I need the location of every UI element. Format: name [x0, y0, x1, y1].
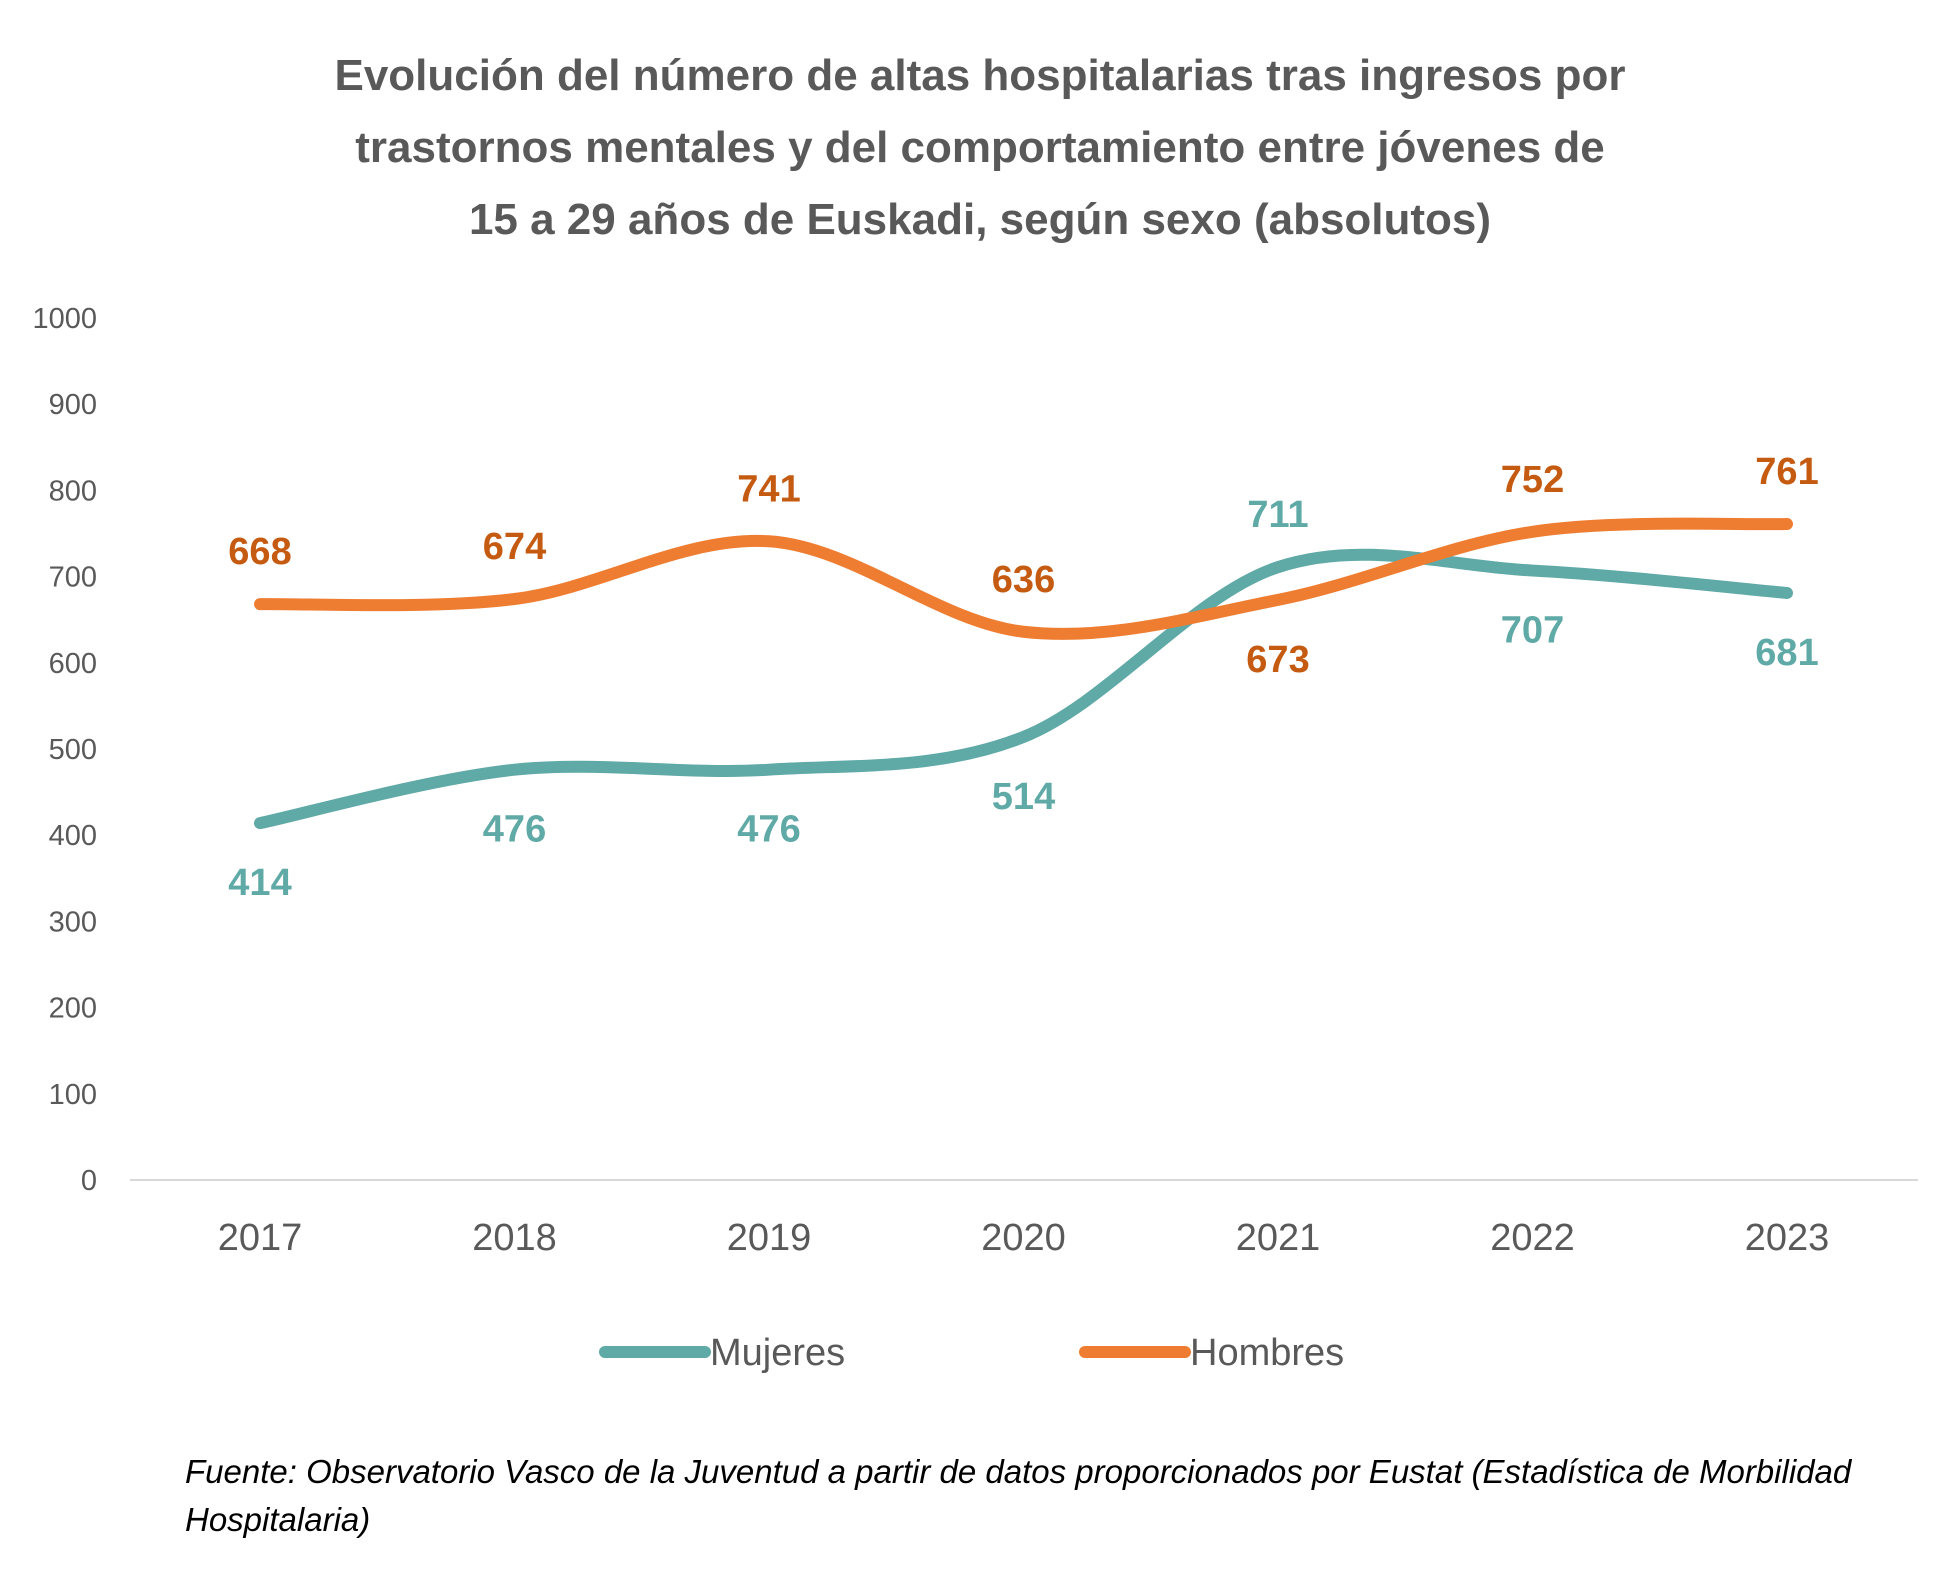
- y-tick-label: 400: [49, 820, 97, 852]
- x-tick-label: 2022: [1490, 1217, 1575, 1259]
- x-axis: 2017 2018 2019 2020 2021 2022 2023: [218, 1217, 1830, 1259]
- data-label-hombres: 636: [992, 559, 1055, 601]
- data-label-hombres: 673: [1246, 639, 1309, 681]
- y-tick-label: 900: [49, 389, 97, 421]
- legend-label-hombres: Hombres: [1190, 1332, 1344, 1374]
- x-tick-label: 2018: [472, 1217, 557, 1259]
- chart-title-line: trastornos mentales y del comportamiento…: [355, 123, 1605, 172]
- legend: Mujeres Hombres: [599, 1332, 1344, 1374]
- x-tick-label: 2020: [981, 1217, 1066, 1259]
- data-label-hombres: 674: [483, 526, 546, 568]
- legend-label-mujeres: Mujeres: [710, 1332, 845, 1374]
- y-tick-label: 0: [81, 1165, 97, 1197]
- y-tick-label: 600: [49, 648, 97, 680]
- data-label-mujeres: 707: [1501, 610, 1564, 652]
- data-label-mujeres: 514: [992, 776, 1055, 818]
- y-tick-label: 300: [49, 906, 97, 938]
- y-tick-label: 1000: [32, 303, 97, 335]
- y-tick-label: 700: [49, 562, 97, 594]
- source-note: Fuente: Observatorio Vasco de la Juventu…: [185, 1453, 1852, 1538]
- chart-title-line: Evolución del número de altas hospitalar…: [334, 51, 1626, 100]
- x-tick-label: 2023: [1745, 1217, 1830, 1259]
- data-label-mujeres: 476: [737, 809, 800, 851]
- data-label-hombres: 741: [737, 468, 800, 510]
- data-label-mujeres: 711: [1247, 494, 1308, 536]
- data-label-mujeres: 681: [1755, 632, 1818, 674]
- y-tick-label: 800: [49, 475, 97, 507]
- data-label-hombres: 752: [1501, 459, 1564, 501]
- series-line-mujeres: [254, 548, 1793, 830]
- y-tick-label: 200: [49, 993, 97, 1025]
- chart-title: Evolución del número de altas hospitalar…: [140, 40, 1820, 256]
- y-tick-label: 500: [49, 734, 97, 766]
- x-tick-label: 2021: [1236, 1217, 1321, 1259]
- data-label-hombres: 761: [1755, 451, 1818, 493]
- x-tick-label: 2019: [727, 1217, 812, 1259]
- y-tick-label: 100: [49, 1079, 97, 1111]
- data-label-mujeres: 476: [483, 809, 546, 851]
- series-lines: [254, 517, 1793, 830]
- data-label-hombres: 668: [228, 531, 291, 573]
- data-label-mujeres: 414: [228, 862, 291, 904]
- series-line-hombres: [254, 517, 1793, 640]
- data-labels: 414 476 476 514 711 707 681 668 674 741 636 673 752 7…: [228, 451, 1818, 904]
- x-tick-label: 2017: [218, 1217, 303, 1259]
- chart-title-line: 15 a 29 años de Euskadi, según sexo (abs…: [468, 195, 1492, 244]
- y-axis: 0 100 200 300 400 500 600 700 800 900 1000: [32, 303, 97, 1197]
